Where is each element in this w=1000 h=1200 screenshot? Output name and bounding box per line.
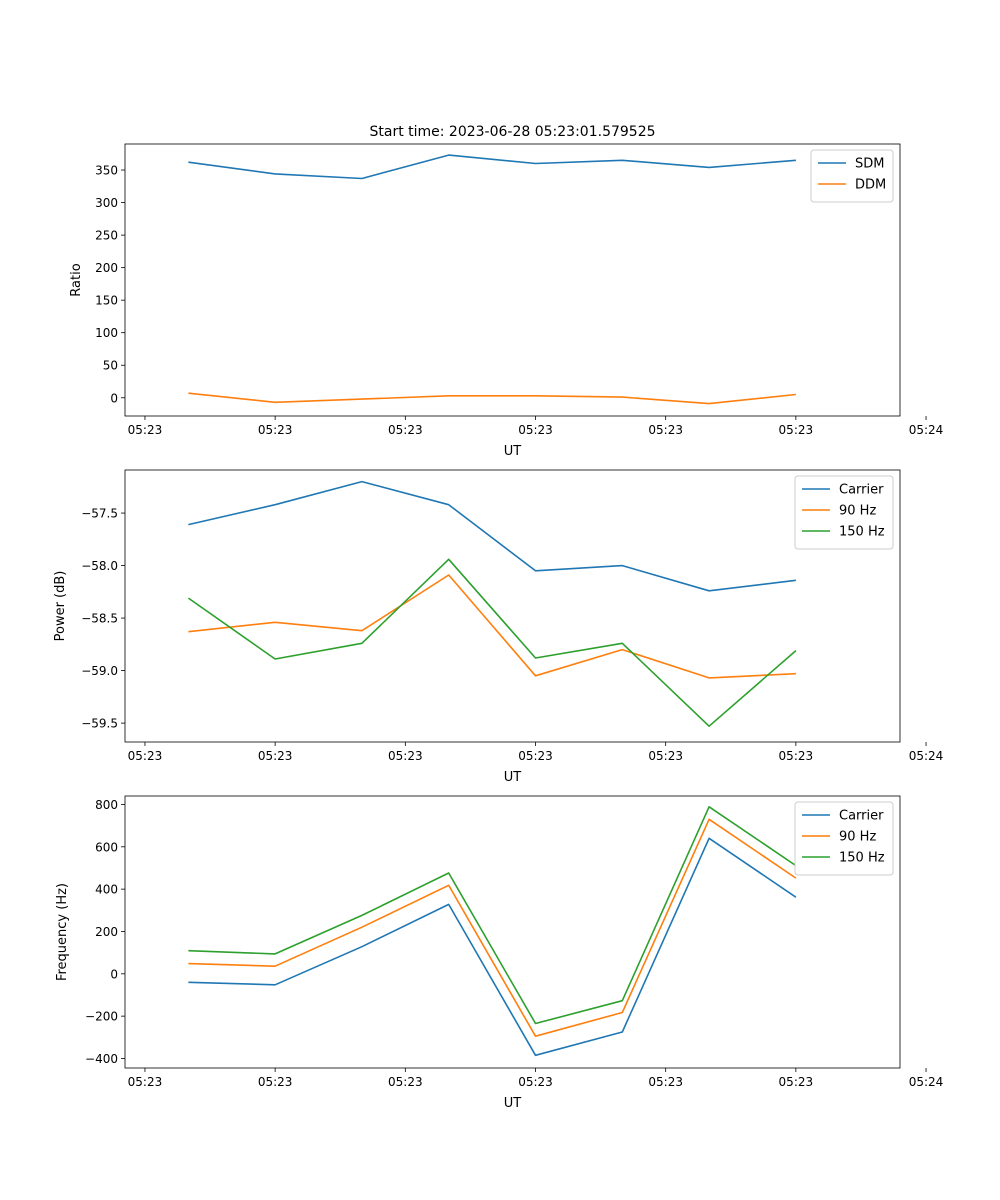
legend: SDM DDM [810, 149, 894, 203]
legend: Carrier 90 Hz 150 Hz [794, 801, 894, 876]
y-tick-label: 0 [110, 967, 118, 981]
y-tick-label: 600 [95, 840, 118, 854]
x-tick-label: 05:23 [258, 1075, 293, 1089]
y-tick-label: 400 [95, 883, 118, 897]
y-tick-label: −57.5 [81, 507, 118, 521]
series-line-carrier [188, 837, 797, 1057]
legend-label: 150 Hz [839, 851, 885, 866]
x-axis-label: UT [504, 444, 522, 459]
series-line-sdm [188, 154, 796, 180]
y-tick-label: −400 [85, 1052, 118, 1066]
chart-panels: 05:23 05:23 05:23 05:23 05:23 05:23 05:24 0 50 10… [53, 143, 944, 1111]
x-axis-label: UT [504, 1096, 522, 1111]
figure-title: Start time: 2023-06-28 05:23:01.579525 [369, 124, 655, 140]
x-tick-label: 05:23 [779, 423, 814, 437]
x-tick-label: 05:23 [779, 1075, 814, 1089]
y-tick-label: 0 [110, 391, 118, 405]
y-tick-label: −200 [85, 1010, 118, 1024]
legend-label: Carrier [839, 809, 884, 824]
axes-frame [124, 143, 901, 417]
chart-panel-2: 05:23 05:23 05:23 05:23 05:23 05:23 05:24 −57.5… [53, 469, 944, 785]
x-tick-label: 05:23 [518, 749, 553, 763]
x-tick-label: 05:24 [909, 1075, 944, 1089]
x-tick-label: 05:23 [128, 1075, 163, 1089]
legend-label: 90 Hz [839, 830, 876, 845]
axes-frame [124, 469, 901, 743]
y-tick-label: 50 [103, 359, 118, 373]
y-axis-label: Ratio [69, 263, 84, 296]
legend-label: SDM [855, 157, 884, 172]
series-line-ddm [188, 392, 796, 405]
series-line-90-hz [188, 818, 797, 1037]
legend-label: 150 Hz [839, 525, 885, 540]
y-tick-label: 300 [95, 196, 118, 210]
series-line-150-hz [187, 558, 797, 728]
y-axis-label: Power (dB) [53, 571, 68, 642]
series-line-150-hz [188, 805, 797, 1025]
chart-panel-1: 05:23 05:23 05:23 05:23 05:23 05:23 05:24 0 50 10… [69, 143, 944, 459]
legend-label: 90 Hz [839, 504, 876, 519]
x-tick-label: 05:23 [648, 1075, 683, 1089]
legend-label: Carrier [839, 483, 884, 498]
x-tick-label: 05:23 [258, 423, 293, 437]
y-tick-label: 800 [95, 798, 118, 812]
legend-label: DDM [855, 178, 886, 193]
legend: Carrier 90 Hz 150 Hz [794, 475, 894, 550]
x-tick-label: 05:23 [518, 423, 553, 437]
x-tick-label: 05:24 [909, 423, 944, 437]
series-line-90-hz [188, 574, 796, 679]
y-tick-label: −59.5 [81, 717, 118, 731]
y-axis-label: Frequency (Hz) [55, 883, 70, 981]
x-tick-label: 05:23 [779, 749, 814, 763]
series-line-carrier [188, 480, 796, 592]
x-tick-label: 05:23 [258, 749, 293, 763]
x-tick-label: 05:23 [648, 423, 683, 437]
y-tick-label: −58.5 [81, 612, 118, 626]
y-tick-label: 200 [95, 261, 118, 275]
y-tick-label: 150 [95, 294, 118, 308]
x-axis-label: UT [504, 770, 522, 785]
y-tick-label: 250 [95, 229, 118, 243]
x-tick-label: 05:23 [388, 423, 423, 437]
x-tick-label: 05:23 [518, 1075, 553, 1089]
y-tick-label: 200 [95, 925, 118, 939]
y-tick-label: 350 [95, 164, 118, 178]
y-tick-label: −59.0 [81, 664, 118, 678]
x-tick-label: 05:23 [388, 749, 423, 763]
x-tick-label: 05:23 [128, 423, 163, 437]
chart-panel-3: 05:23 05:23 05:23 05:23 05:23 05:23 05:24 800 60… [55, 795, 944, 1111]
x-tick-label: 05:24 [909, 749, 944, 763]
y-tick-label: 100 [95, 326, 118, 340]
axes-frame [124, 795, 901, 1069]
y-tick-label: −58.0 [81, 559, 118, 573]
x-tick-label: 05:23 [648, 749, 683, 763]
x-tick-label: 05:23 [388, 1075, 423, 1089]
x-tick-label: 05:23 [128, 749, 163, 763]
